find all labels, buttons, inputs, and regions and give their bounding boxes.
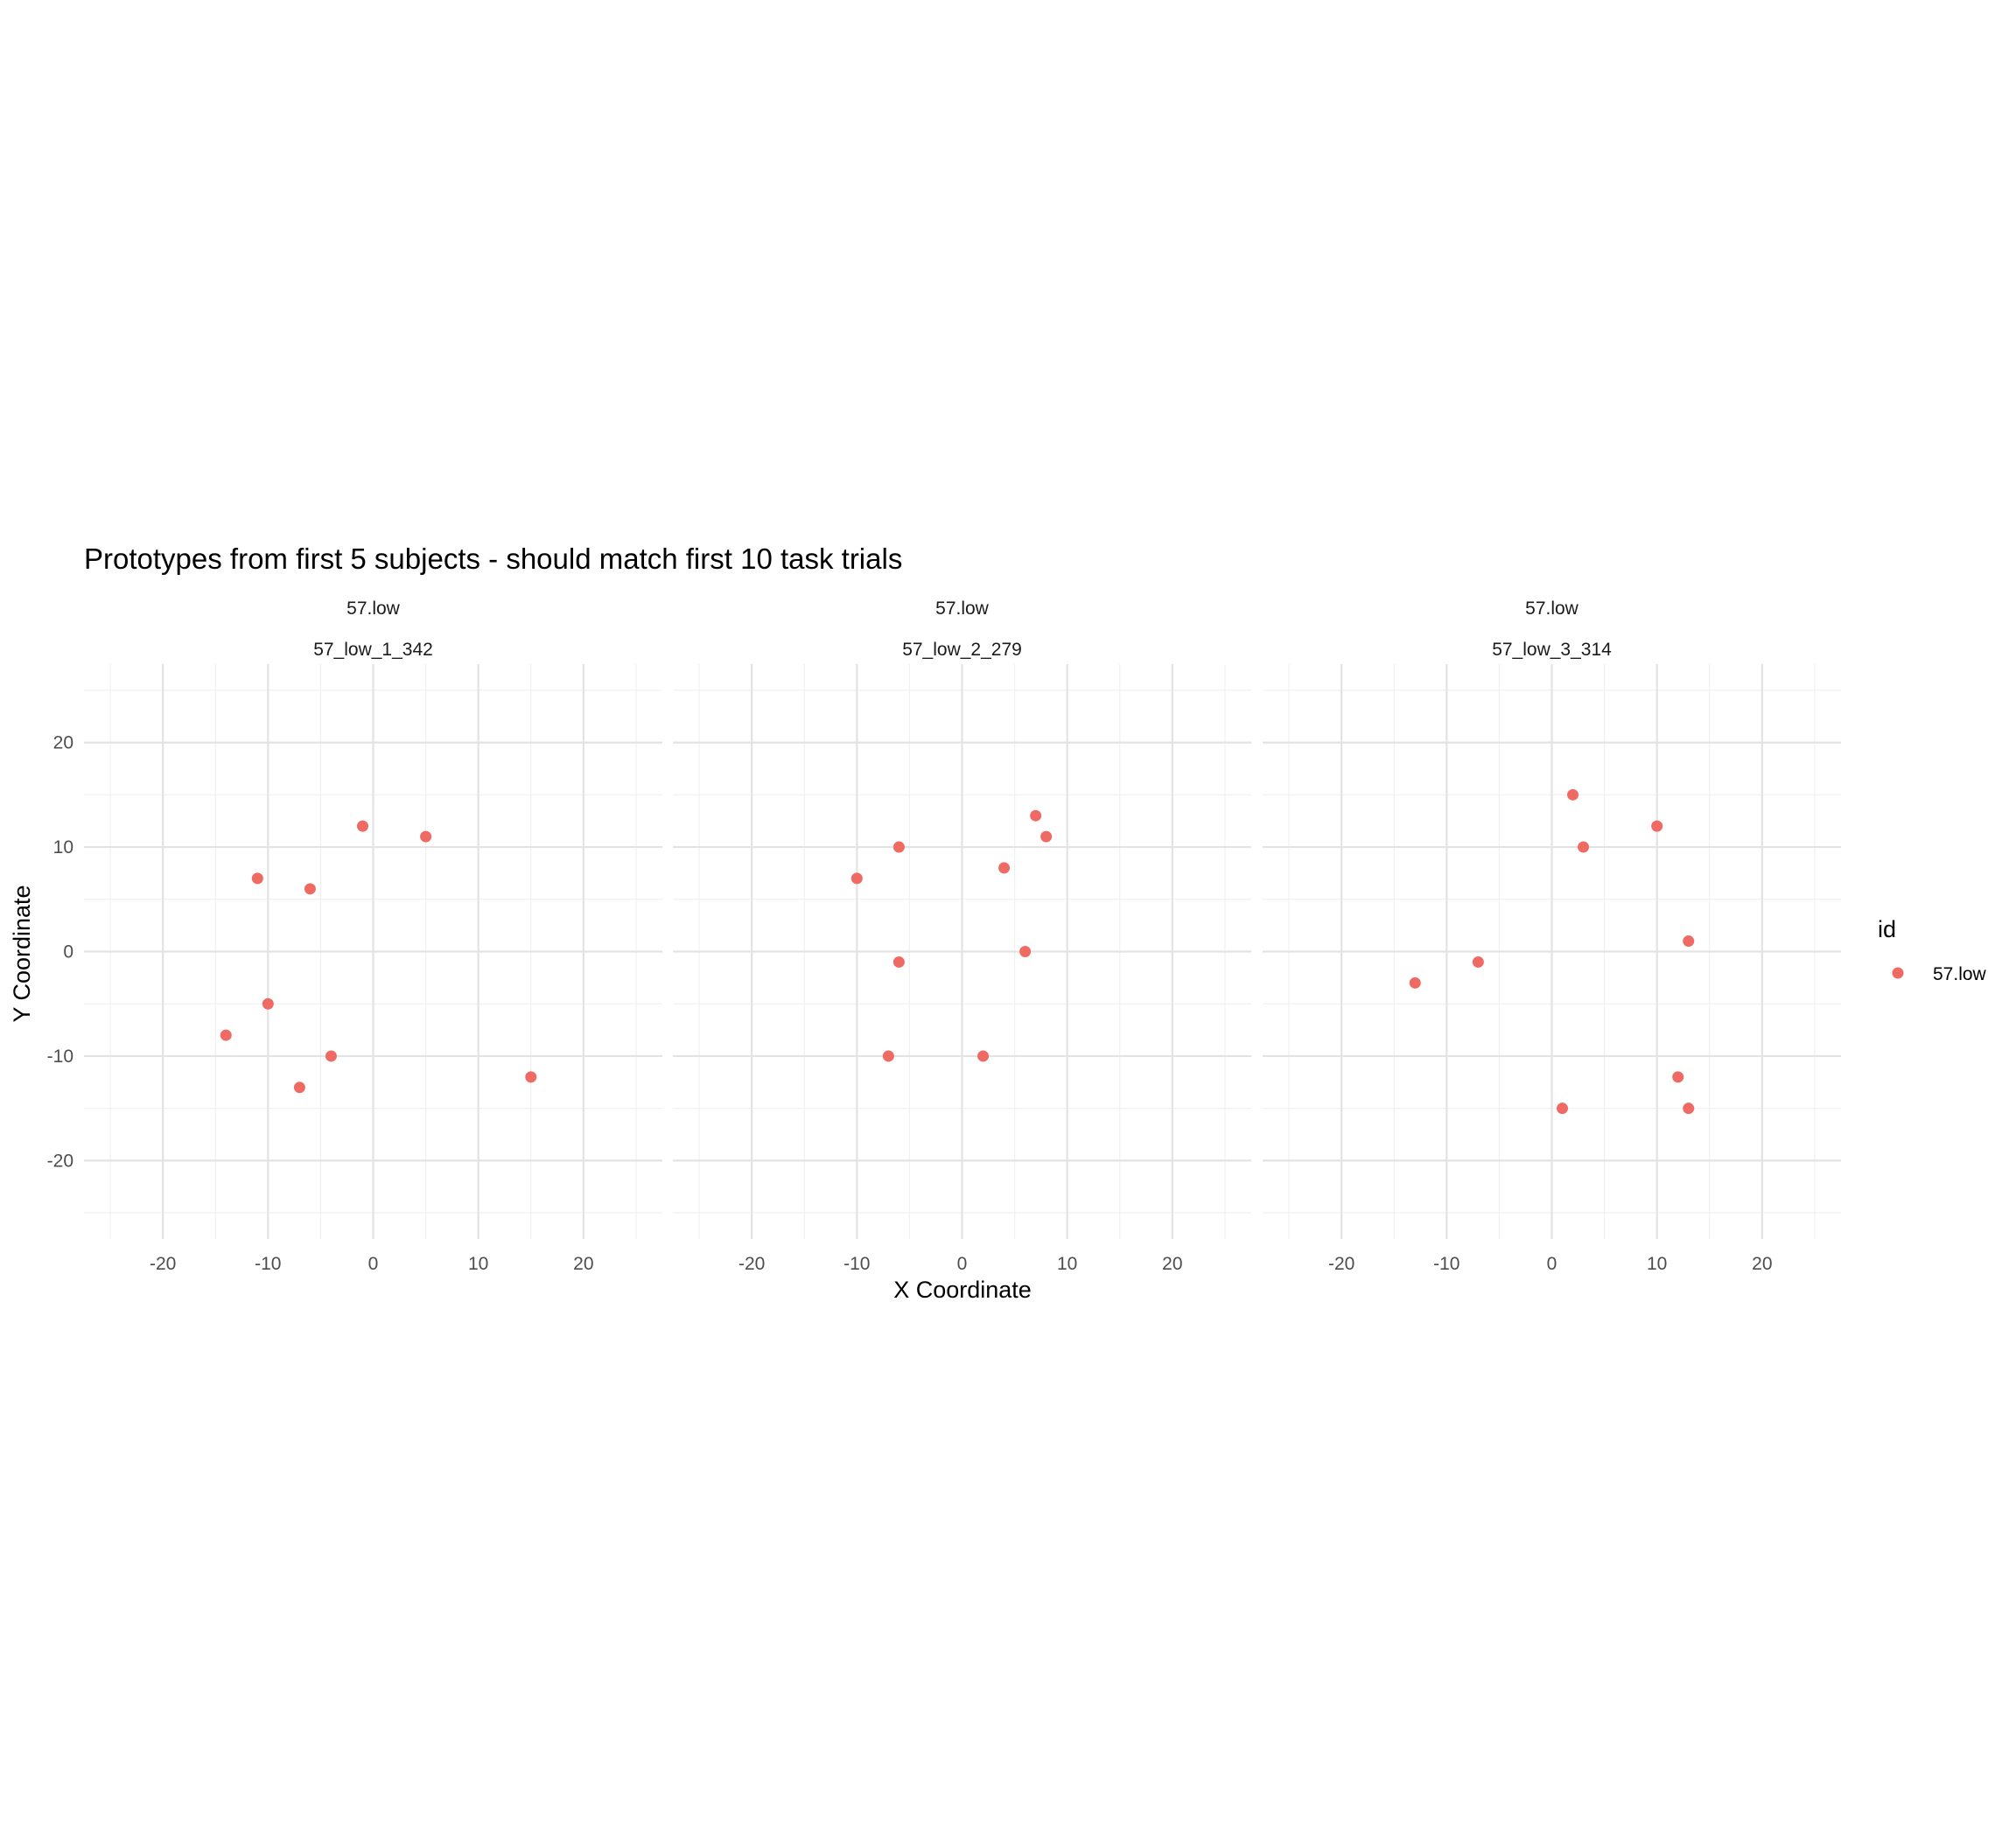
- legend: id 57.low: [1878, 916, 1987, 984]
- data-point: [1578, 841, 1590, 853]
- data-point: [1472, 956, 1484, 968]
- x-tick-label: 20: [1752, 1254, 1772, 1274]
- x-tick-label: 10: [1057, 1254, 1077, 1274]
- data-point: [220, 1029, 232, 1041]
- x-tick-label: 10: [468, 1254, 488, 1274]
- y-axis-label: Y Coordinate: [9, 885, 35, 1022]
- data-point: [998, 862, 1011, 874]
- facet-panels: 57.low 57_low_1_342 -20 -10 0 10 20 -20 -10 0 10 20…: [47, 598, 1841, 1274]
- legend-key: [1892, 967, 1904, 979]
- data-point: [1040, 830, 1053, 843]
- x-tick-label: 0: [368, 1254, 379, 1274]
- strip-label-top: 57.low: [935, 598, 990, 619]
- data-point: [420, 830, 432, 843]
- data-point: [850, 872, 863, 885]
- data-point: [977, 1050, 990, 1062]
- x-tick-label: 20: [573, 1254, 593, 1274]
- x-tick-label: 20: [1162, 1254, 1182, 1274]
- strip-label-top: 57.low: [346, 598, 401, 619]
- y-tick-label: -10: [47, 1046, 74, 1067]
- strip-label-top: 57.low: [1525, 598, 1579, 619]
- legend-label: 57.low: [1933, 964, 1987, 984]
- data-point: [1683, 935, 1695, 948]
- data-point: [1409, 976, 1421, 989]
- facet-panel-2: 57.low 57_low_2_279 -20 -10 0 10 20: [673, 598, 1251, 1274]
- data-point: [892, 956, 905, 968]
- data-point: [262, 998, 274, 1010]
- y-tick-label: 10: [53, 837, 74, 858]
- y-tick-label: -20: [47, 1151, 74, 1171]
- x-tick-label: -20: [1328, 1254, 1354, 1274]
- x-tick-label: 0: [1547, 1254, 1558, 1274]
- y-tick-label: 0: [63, 942, 74, 962]
- x-tick-label: -10: [255, 1254, 281, 1274]
- data-point: [1567, 788, 1579, 801]
- data-point: [356, 820, 368, 832]
- facet-panel-1: 57.low 57_low_1_342 -20 -10 0 10 20 -20 -10 0 10 20: [47, 598, 662, 1274]
- data-point: [293, 1082, 305, 1094]
- x-tick-label: -20: [738, 1254, 765, 1274]
- data-point: [325, 1050, 337, 1062]
- data-point: [1557, 1102, 1569, 1115]
- data-point: [1651, 820, 1663, 832]
- y-tick-label: 20: [53, 733, 74, 753]
- strip-label-bottom: 57_low_3_314: [1492, 640, 1612, 660]
- x-tick-label: -10: [844, 1254, 870, 1274]
- x-tick-label: 0: [957, 1254, 968, 1274]
- strip-label-bottom: 57_low_2_279: [902, 640, 1022, 660]
- data-point: [1030, 809, 1042, 822]
- data-point: [1019, 946, 1032, 957]
- legend-entries: 57.low: [1892, 964, 1987, 984]
- legend-title: id: [1878, 916, 1896, 942]
- data-point: [1672, 1071, 1684, 1083]
- data-point: [882, 1050, 894, 1062]
- data-point: [525, 1071, 537, 1083]
- x-tick-label: 10: [1647, 1254, 1667, 1274]
- chart-title: Prototypes from first 5 subjects - shoul…: [84, 542, 902, 575]
- data-point: [1683, 1102, 1695, 1115]
- x-tick-label: -10: [1433, 1254, 1460, 1274]
- x-axis-label: X Coordinate: [893, 1277, 1032, 1303]
- x-tick-label: -20: [150, 1254, 176, 1274]
- data-point: [251, 872, 263, 885]
- data-point: [892, 841, 905, 853]
- facet-panel-3: 57.low 57_low_3_314 -20 -10 0 10 20: [1263, 598, 1841, 1274]
- data-point: [304, 883, 316, 895]
- strip-label-bottom: 57_low_1_342: [313, 640, 433, 660]
